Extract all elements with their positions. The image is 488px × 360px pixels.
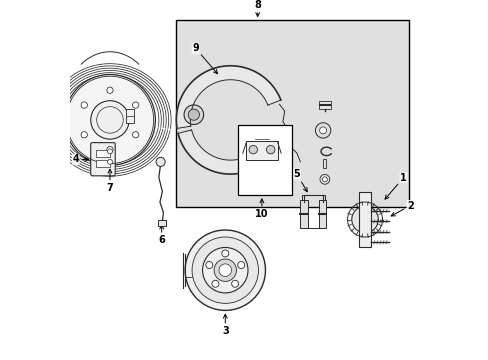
Circle shape (315, 123, 330, 138)
Circle shape (211, 280, 219, 287)
Bar (358, 192, 370, 247)
Circle shape (64, 75, 155, 165)
Polygon shape (176, 66, 280, 129)
Circle shape (202, 247, 247, 293)
Bar (125, 109, 134, 123)
Text: 4: 4 (72, 154, 88, 165)
Circle shape (156, 157, 165, 166)
Circle shape (107, 149, 112, 154)
Circle shape (106, 87, 113, 93)
Bar (323, 159, 325, 168)
Circle shape (183, 105, 203, 125)
FancyBboxPatch shape (91, 143, 115, 176)
Bar (237, 125, 291, 195)
Circle shape (222, 250, 228, 257)
Text: 7: 7 (106, 169, 113, 193)
Text: 9: 9 (192, 43, 217, 74)
Bar (96, 160, 110, 167)
Text: 6: 6 (158, 225, 165, 246)
Bar (96, 150, 110, 157)
Circle shape (188, 109, 199, 120)
Circle shape (81, 102, 87, 108)
Bar (300, 200, 307, 228)
Text: 3: 3 (222, 314, 228, 336)
Circle shape (322, 177, 326, 182)
Circle shape (192, 237, 258, 303)
Text: 2: 2 (390, 201, 413, 216)
Bar (176, 20, 408, 207)
Circle shape (107, 159, 112, 164)
Text: 10: 10 (255, 199, 268, 219)
Bar (318, 101, 330, 109)
Circle shape (106, 147, 113, 153)
Circle shape (319, 175, 329, 184)
Polygon shape (178, 126, 284, 174)
Circle shape (91, 101, 129, 139)
Circle shape (132, 132, 139, 138)
Circle shape (351, 206, 378, 233)
Circle shape (231, 280, 238, 287)
Circle shape (81, 132, 87, 138)
Circle shape (132, 102, 139, 108)
Circle shape (185, 230, 265, 310)
Bar (302, 195, 324, 228)
Circle shape (319, 127, 326, 134)
Circle shape (237, 261, 244, 269)
Circle shape (205, 261, 212, 269)
Bar (246, 141, 277, 160)
Text: 5: 5 (293, 169, 306, 192)
Circle shape (266, 145, 274, 154)
Bar (158, 220, 165, 226)
Circle shape (219, 264, 231, 276)
Circle shape (214, 259, 236, 282)
Circle shape (248, 145, 257, 154)
Text: 8: 8 (254, 0, 261, 17)
Text: 1: 1 (384, 172, 406, 199)
Bar (318, 200, 325, 228)
